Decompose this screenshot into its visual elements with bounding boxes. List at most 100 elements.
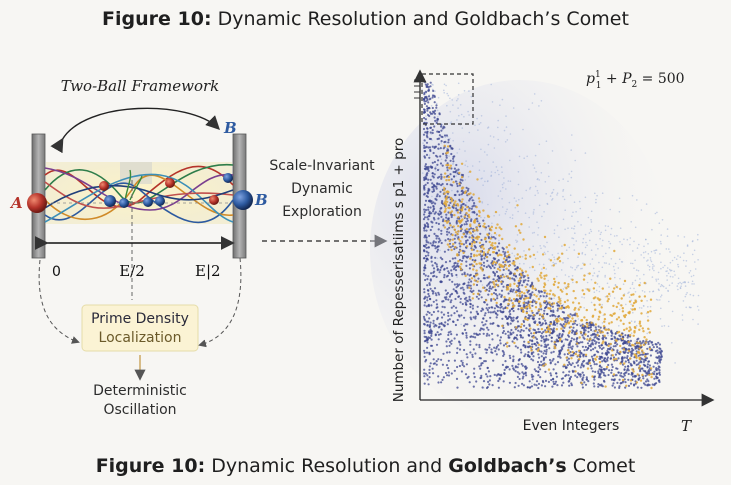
- scatter-point: [647, 370, 650, 373]
- scatter-point: [617, 316, 621, 319]
- scatter-point: [494, 226, 498, 230]
- scatter-point: [520, 307, 523, 310]
- scatter-point: [430, 344, 434, 347]
- scatter-point: [527, 317, 530, 320]
- scatter-point: [502, 250, 505, 253]
- scatter-point: [523, 324, 526, 327]
- scatter-point: [564, 228, 566, 231]
- scatter-point: [658, 289, 660, 292]
- scatter-point: [605, 353, 608, 356]
- scatter-point: [493, 285, 496, 288]
- scatter-point: [500, 289, 504, 292]
- scatter-point: [659, 318, 662, 320]
- scatter-point: [595, 198, 597, 201]
- scatter-point: [531, 283, 534, 286]
- scatter-point: [482, 332, 485, 335]
- scatter-point: [482, 209, 485, 212]
- scatter-point: [638, 364, 642, 368]
- scatter-point: [626, 356, 629, 360]
- scatter-point: [595, 350, 599, 353]
- scatter-point: [482, 251, 486, 254]
- scatter-point: [641, 349, 644, 352]
- scatter-point: [570, 357, 573, 360]
- scatter-point: [537, 328, 540, 331]
- scatter-point: [501, 317, 504, 320]
- scatter-point: [583, 328, 586, 331]
- scatter-point: [541, 268, 543, 270]
- scatter-point: [520, 362, 523, 366]
- scatter-point: [436, 235, 439, 238]
- scatter-point: [688, 272, 691, 274]
- scatter-point: [502, 257, 506, 260]
- scatter-point: [561, 290, 564, 293]
- scatter-point: [515, 200, 517, 202]
- scatter-point: [567, 335, 571, 338]
- scatter-point: [566, 305, 570, 308]
- scatter-point: [435, 363, 438, 366]
- scatter-point: [427, 88, 430, 91]
- scatter-point: [634, 226, 637, 229]
- scatter-point: [427, 289, 430, 292]
- scatter-point: [643, 281, 646, 285]
- scatter-point: [655, 280, 658, 282]
- scatter-point: [629, 287, 632, 290]
- scatter-point: [511, 217, 514, 220]
- scatter-point: [456, 318, 459, 322]
- scatter-point: [576, 265, 578, 267]
- scatter-point: [636, 351, 640, 354]
- scatter-point: [504, 315, 507, 318]
- scatter-point: [601, 287, 604, 290]
- scatter-point: [581, 341, 584, 344]
- scatter-point: [436, 246, 439, 249]
- scatter-point: [448, 239, 451, 243]
- scatter-point: [656, 351, 659, 355]
- scatter-point: [424, 301, 427, 304]
- scatter-point: [449, 173, 452, 176]
- scatter-point: [468, 295, 471, 298]
- scatter-point: [634, 259, 636, 262]
- scatter-point: [471, 297, 474, 300]
- scatter-point: [524, 257, 527, 260]
- figure-title-bottom: Figure 10: Dynamic Resolution and Goldba…: [95, 455, 636, 477]
- scatter-point: [447, 374, 451, 377]
- scatter-point: [432, 362, 435, 365]
- scatter-point: [586, 281, 589, 284]
- scatter-point: [525, 297, 528, 300]
- scatter-point: [481, 177, 483, 179]
- y-ticks: [414, 79, 420, 99]
- scatter-point: [522, 128, 524, 131]
- scatter-point: [495, 270, 498, 273]
- scatter-point: [604, 341, 607, 344]
- scatter-point: [685, 293, 687, 296]
- scatter-point: [438, 325, 441, 328]
- scatter-point: [579, 375, 582, 378]
- scatter-point: [469, 242, 472, 245]
- scatter-point: [603, 313, 606, 316]
- scatter-point: [495, 234, 498, 236]
- scatter-point: [598, 357, 601, 360]
- scatter-point: [470, 248, 474, 251]
- scatter-point: [504, 360, 507, 363]
- scatter-point: [457, 224, 460, 228]
- scatter-point: [466, 286, 469, 289]
- scatter-point: [493, 346, 496, 349]
- scatter-point: [573, 227, 575, 230]
- scatter-point: [644, 370, 647, 373]
- scatter-point: [447, 338, 450, 341]
- scatter-point: [457, 216, 460, 219]
- middle-label-1: Scale-Invariant: [269, 158, 375, 174]
- scatter-point: [501, 206, 504, 208]
- scatter-point: [470, 252, 473, 255]
- scatter-point: [439, 190, 442, 193]
- scatter-point: [451, 147, 454, 150]
- scatter-point: [641, 290, 644, 292]
- scatter-point: [567, 357, 571, 360]
- scatter-point: [623, 238, 625, 240]
- scatter-point: [559, 349, 562, 352]
- scatter-point: [562, 195, 564, 198]
- scatter-point: [426, 172, 429, 175]
- scatter-point: [473, 202, 476, 205]
- scatter-point: [429, 111, 432, 114]
- scatter-point: [519, 297, 522, 300]
- scatter-point: [505, 126, 508, 128]
